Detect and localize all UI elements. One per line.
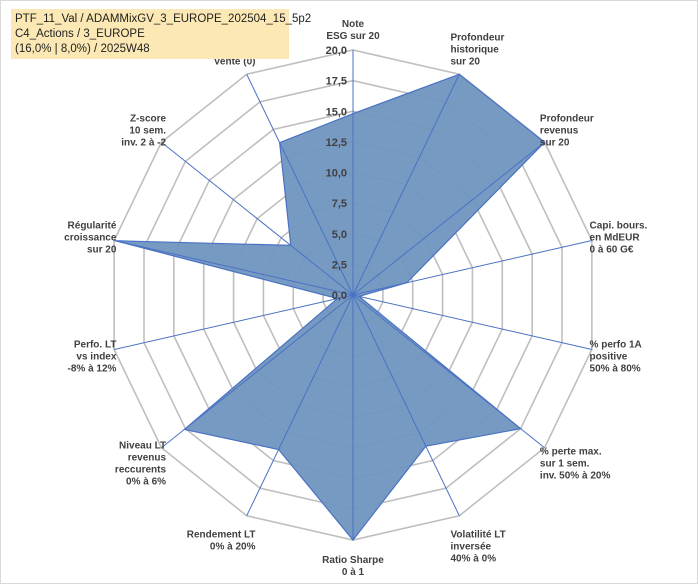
tick-label: 5,0: [332, 229, 347, 241]
axis-label: Volatilité LT inversée 40% à 0%: [451, 530, 506, 565]
axis-spoke: [352, 239, 592, 296]
axis-spoke: [114, 239, 354, 296]
axis-label: Rendement LT 0% à 20%: [187, 530, 256, 553]
axis-spoke: [352, 294, 592, 351]
axis-label: Z-score 10 sem. inv. 2 à -2: [121, 114, 166, 149]
chart-title-box: PTF_11_Val / ADAMMixGV_3_EUROPE_202504_1…: [11, 9, 312, 59]
radar-series: [114, 50, 592, 541]
axis-label: Note ESG sur 20: [326, 19, 380, 42]
tick-label: 20,0: [326, 45, 347, 57]
axis-spoke: [352, 294, 460, 516]
axis-label: % perfo 1A positive 50% à 80%: [590, 339, 642, 374]
tick-label: 0,0: [332, 290, 347, 302]
tick-label: 2,5: [332, 259, 347, 271]
tick-label: 17,5: [326, 76, 347, 88]
axis-spoke: [114, 294, 354, 351]
axis-spoke: [161, 294, 354, 449]
axis-label: Profondeur revenus sur 20: [540, 114, 594, 149]
title-line-3: (16,0% | 8,0%) / 2025W48: [15, 43, 150, 55]
axis-label: Niveau LT revenus reccurents 0% à 6%: [115, 440, 167, 487]
tick-label: 10,0: [326, 168, 347, 180]
axis-label: Profondeur historique sur 20: [451, 32, 505, 67]
axis-spoke: [352, 294, 545, 449]
tick-label: 12,5: [326, 137, 347, 149]
title-line-2: C4_Actions / 3_EUROPE: [15, 28, 145, 40]
axis-label: Perfo. LT vs index -8% à 12%: [68, 339, 117, 374]
axis-label: % perte max. sur 1 sem. inv. 50% à 20%: [540, 446, 611, 481]
axis-spoke: [352, 141, 545, 296]
axis-label: Régularité croissance sur 20: [64, 221, 117, 256]
tick-label: 7,5: [332, 198, 347, 210]
tick-label: 15,0: [326, 106, 347, 118]
axis-spoke: [161, 141, 354, 296]
axis-label: Capi. bours. en MdEUR 0 à 60 G€: [590, 221, 648, 256]
title-line-1: PTF_11_Val / ADAMMixGV_3_EUROPE_202504_1…: [15, 13, 312, 25]
axis-spoke: [246, 74, 354, 296]
axis-spoke: [352, 74, 460, 296]
radial-tick-labels: 0,0 2,5 5,0 7,5 10,0 12,5 15,0 17,5 20,0: [326, 45, 347, 302]
axis-label: Ratio Sharpe 0 à 1: [322, 555, 384, 578]
axis-spoke: [246, 294, 354, 516]
